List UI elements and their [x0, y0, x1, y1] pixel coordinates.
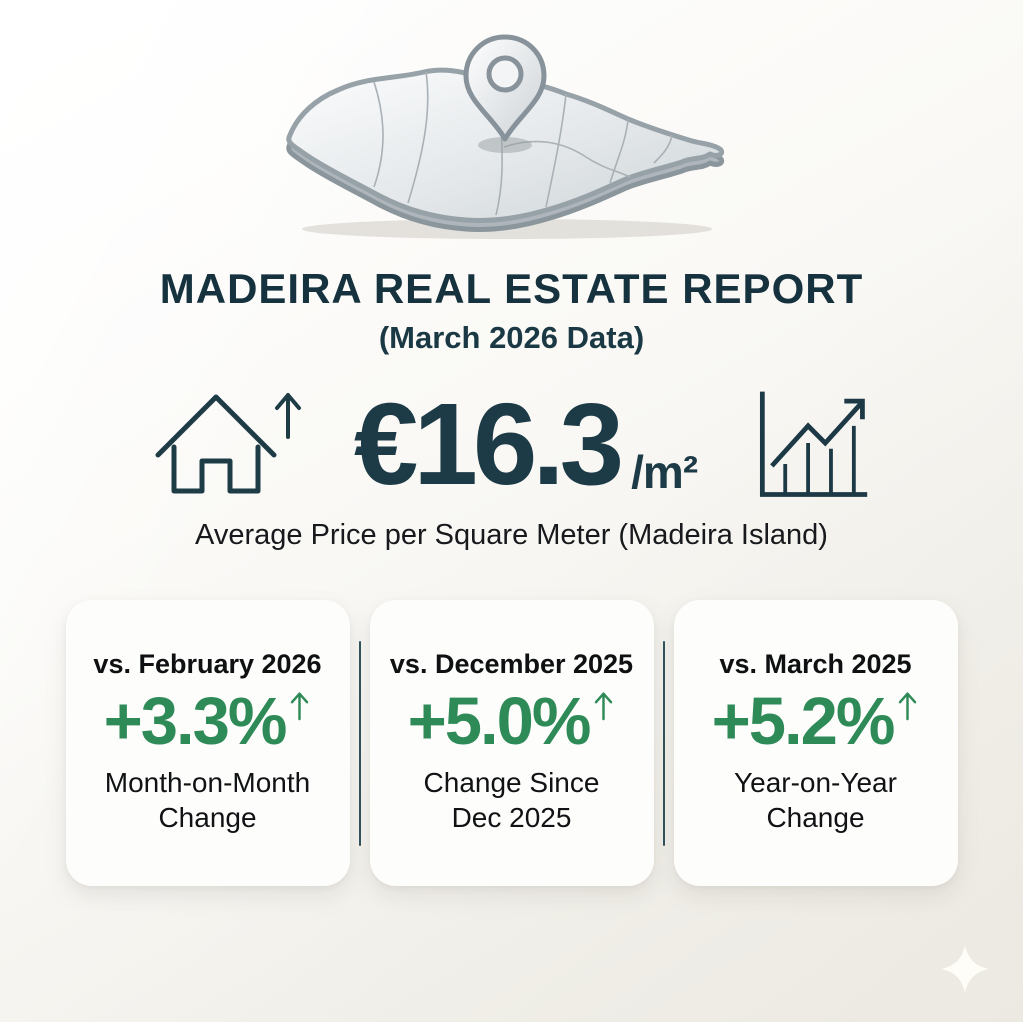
price-caption: Average Price per Square Meter (Madeira … — [195, 519, 828, 551]
comparison-label: vs. December 2025 — [389, 648, 634, 679]
price-unit: /m² — [631, 446, 698, 499]
metric-label: Year-on-Year Change — [734, 766, 897, 835]
sparkle-icon — [940, 944, 990, 994]
comparison-label: vs. February 2026 — [93, 648, 322, 679]
metric-label-line1: Year-on-Year — [734, 766, 897, 798]
location-pin-icon — [463, 34, 546, 142]
house-up-arrow-icon — [152, 383, 302, 505]
average-price: €16.3 /m² — [353, 378, 698, 509]
stat-card-year-on-year: vs. March 2025 +5.2% Year-on-Year Change — [673, 600, 958, 886]
page-title: MADEIRA REAL ESTATE REPORT — [159, 265, 864, 312]
change-value: +3.3% — [103, 683, 288, 759]
price-row: €16.3 /m² — [152, 383, 871, 505]
stat-cards-row: vs. February 2026 +3.3% Month-on-Month C… — [65, 600, 958, 886]
change-value-wrap: +5.2% — [711, 683, 920, 759]
change-value-wrap: +3.3% — [103, 683, 312, 759]
change-value: +5.2% — [711, 683, 896, 759]
card-divider — [358, 640, 361, 846]
metric-label-line1: Month-on-Month — [104, 766, 311, 798]
up-arrow-icon — [592, 689, 615, 721]
madeira-island-map — [272, 26, 752, 246]
comparison-label: vs. March 2025 — [719, 648, 912, 679]
metric-label-line1: Change Since — [423, 766, 600, 798]
metric-label-line2: Change — [158, 801, 257, 833]
change-value-wrap: +5.0% — [407, 683, 616, 759]
up-arrow-icon — [896, 689, 919, 721]
stat-card-since-december: vs. December 2025 +5.0% Change Since Dec… — [369, 600, 654, 886]
pin-shadow — [477, 137, 532, 153]
page-subtitle: (March 2026 Data) — [378, 320, 645, 355]
metric-label-line2: Change — [766, 801, 865, 833]
stat-card-month-on-month: vs. February 2026 +3.3% Month-on-Month C… — [65, 600, 350, 886]
metric-label-line2: Dec 2025 — [451, 801, 572, 833]
price-value: €16.3 — [353, 378, 624, 509]
change-value: +5.0% — [407, 683, 592, 759]
madeira-map-graphic — [285, 34, 724, 239]
card-divider — [662, 640, 665, 846]
up-arrow-icon — [288, 689, 311, 721]
metric-label: Change Since Dec 2025 — [424, 766, 600, 835]
metric-label: Month-on-Month Change — [105, 766, 310, 835]
growth-chart-icon — [749, 385, 871, 503]
